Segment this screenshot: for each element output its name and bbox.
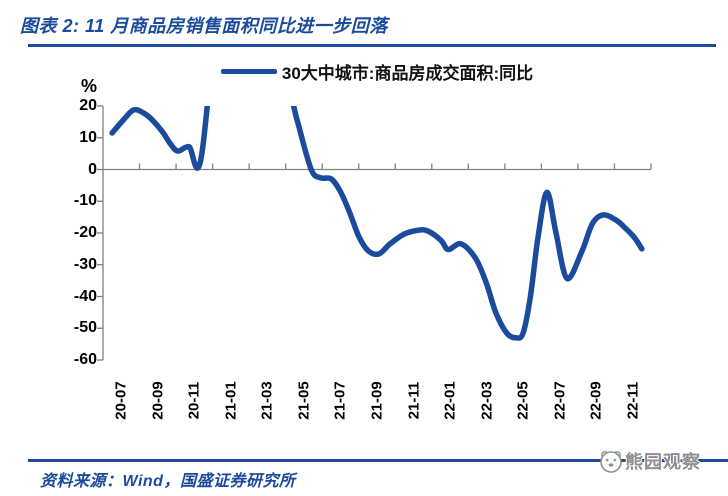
x-tick-label: 21-03 bbox=[258, 381, 276, 420]
y-tick-label: 0 bbox=[88, 160, 97, 178]
y-tick-label: -20 bbox=[73, 224, 97, 241]
title-divider-rule bbox=[28, 44, 716, 47]
y-tick-label: -30 bbox=[73, 255, 97, 273]
x-tick-label: 22-11 bbox=[624, 381, 642, 420]
publisher-watermark: 熊园观察 bbox=[597, 447, 701, 475]
footer-divider-rule bbox=[28, 459, 728, 462]
x-tick-label: 20-07 bbox=[112, 381, 130, 420]
chart-legend: 30大中城市:商品房成交面积:同比 bbox=[103, 58, 651, 84]
y-tick-label: -10 bbox=[73, 192, 97, 210]
x-tick-label: 21-01 bbox=[222, 381, 240, 420]
figure-title: 图表 2: 11 月商品房销售面积同比进一步回落 bbox=[20, 16, 388, 36]
x-tick-label: 21-05 bbox=[295, 381, 313, 420]
x-tick-label: 21-07 bbox=[331, 381, 349, 420]
y-tick-label: 20 bbox=[79, 97, 97, 114]
x-tick-label: 20-09 bbox=[149, 381, 167, 420]
y-tick-label: -60 bbox=[73, 351, 97, 368]
y-tick-label: 10 bbox=[79, 128, 97, 146]
y-tick-label: -50 bbox=[73, 319, 97, 337]
x-tick-label: 21-09 bbox=[368, 381, 386, 420]
series-line bbox=[109, 106, 645, 341]
legend-series-label: 30大中城市:商品房成交面积:同比 bbox=[281, 63, 534, 83]
x-tick-label: 22-07 bbox=[551, 381, 569, 420]
legend-line-swatch bbox=[220, 68, 277, 74]
y-tick-label: -40 bbox=[73, 287, 97, 305]
x-tick-label: 22-03 bbox=[478, 381, 496, 420]
x-tick-label: 20-11 bbox=[185, 381, 203, 420]
x-tick-label: 22-05 bbox=[514, 381, 532, 420]
x-tick-label: 21-11 bbox=[405, 381, 423, 420]
bear-logo-icon bbox=[600, 451, 622, 473]
x-tick-label: 22-01 bbox=[441, 381, 459, 420]
watermark-text: 熊园观察 bbox=[625, 452, 701, 472]
x-tick-label: 22-09 bbox=[587, 381, 605, 420]
data-source-note: 资料来源：Wind，国盛证券研究所 bbox=[40, 473, 296, 490]
y-axis-unit-label: % bbox=[80, 76, 97, 96]
